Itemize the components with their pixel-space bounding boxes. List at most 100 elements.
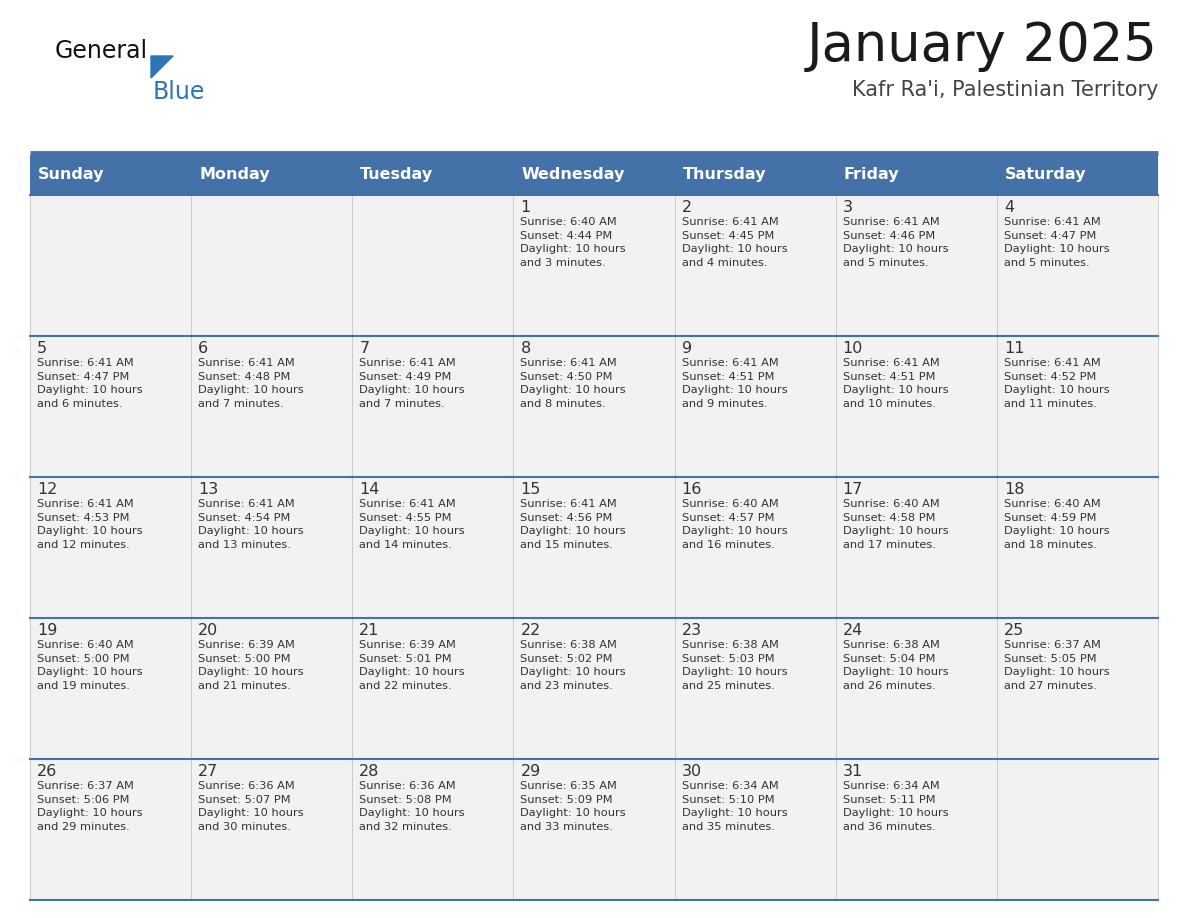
Text: Sunrise: 6:39 AM
Sunset: 5:01 PM
Daylight: 10 hours
and 22 minutes.: Sunrise: 6:39 AM Sunset: 5:01 PM Dayligh… (359, 640, 465, 691)
Text: Sunrise: 6:39 AM
Sunset: 5:00 PM
Daylight: 10 hours
and 21 minutes.: Sunrise: 6:39 AM Sunset: 5:00 PM Dayligh… (198, 640, 304, 691)
Text: Wednesday: Wednesday (522, 167, 625, 183)
Text: Sunrise: 6:40 AM
Sunset: 4:58 PM
Daylight: 10 hours
and 17 minutes.: Sunrise: 6:40 AM Sunset: 4:58 PM Dayligh… (842, 499, 948, 550)
Text: 15: 15 (520, 482, 541, 497)
Bar (191, 477, 353, 618)
Bar (353, 155, 513, 195)
Bar (997, 155, 1158, 195)
Bar (835, 195, 997, 336)
Text: 1: 1 (520, 200, 531, 215)
Text: 16: 16 (682, 482, 702, 497)
Text: Sunrise: 6:41 AM
Sunset: 4:49 PM
Daylight: 10 hours
and 7 minutes.: Sunrise: 6:41 AM Sunset: 4:49 PM Dayligh… (359, 358, 465, 409)
Text: 31: 31 (842, 764, 862, 779)
Text: Sunrise: 6:36 AM
Sunset: 5:07 PM
Daylight: 10 hours
and 30 minutes.: Sunrise: 6:36 AM Sunset: 5:07 PM Dayligh… (198, 781, 304, 832)
Text: 13: 13 (198, 482, 219, 497)
Bar (513, 618, 675, 759)
Text: 2: 2 (682, 200, 691, 215)
Text: Sunrise: 6:37 AM
Sunset: 5:06 PM
Daylight: 10 hours
and 29 minutes.: Sunrise: 6:37 AM Sunset: 5:06 PM Dayligh… (37, 781, 143, 832)
Text: Sunrise: 6:37 AM
Sunset: 5:05 PM
Daylight: 10 hours
and 27 minutes.: Sunrise: 6:37 AM Sunset: 5:05 PM Dayligh… (1004, 640, 1110, 691)
Text: Sunrise: 6:41 AM
Sunset: 4:53 PM
Daylight: 10 hours
and 12 minutes.: Sunrise: 6:41 AM Sunset: 4:53 PM Dayligh… (37, 499, 143, 550)
Bar (513, 477, 675, 618)
Text: 22: 22 (520, 623, 541, 638)
Text: Monday: Monday (200, 167, 270, 183)
Text: Sunrise: 6:41 AM
Sunset: 4:45 PM
Daylight: 10 hours
and 4 minutes.: Sunrise: 6:41 AM Sunset: 4:45 PM Dayligh… (682, 217, 788, 268)
Text: Blue: Blue (153, 80, 206, 104)
Bar (835, 336, 997, 477)
Bar (353, 195, 513, 336)
Text: 12: 12 (37, 482, 57, 497)
Text: 29: 29 (520, 764, 541, 779)
Bar (675, 618, 835, 759)
Text: Sunrise: 6:41 AM
Sunset: 4:48 PM
Daylight: 10 hours
and 7 minutes.: Sunrise: 6:41 AM Sunset: 4:48 PM Dayligh… (198, 358, 304, 409)
Polygon shape (151, 56, 173, 78)
Text: Tuesday: Tuesday (360, 167, 434, 183)
Text: Sunrise: 6:41 AM
Sunset: 4:47 PM
Daylight: 10 hours
and 5 minutes.: Sunrise: 6:41 AM Sunset: 4:47 PM Dayligh… (1004, 217, 1110, 268)
Text: 20: 20 (198, 623, 219, 638)
Text: Sunrise: 6:38 AM
Sunset: 5:03 PM
Daylight: 10 hours
and 25 minutes.: Sunrise: 6:38 AM Sunset: 5:03 PM Dayligh… (682, 640, 788, 691)
Bar (353, 477, 513, 618)
Text: 26: 26 (37, 764, 57, 779)
Text: Sunrise: 6:41 AM
Sunset: 4:51 PM
Daylight: 10 hours
and 9 minutes.: Sunrise: 6:41 AM Sunset: 4:51 PM Dayligh… (682, 358, 788, 409)
Bar (30, 336, 191, 477)
Bar (513, 759, 675, 900)
Bar (191, 155, 353, 195)
Text: Sunrise: 6:38 AM
Sunset: 5:02 PM
Daylight: 10 hours
and 23 minutes.: Sunrise: 6:38 AM Sunset: 5:02 PM Dayligh… (520, 640, 626, 691)
Bar (30, 618, 191, 759)
Bar (675, 155, 835, 195)
Bar (997, 477, 1158, 618)
Bar (675, 759, 835, 900)
Text: Saturday: Saturday (1005, 167, 1086, 183)
Text: Thursday: Thursday (683, 167, 766, 183)
Text: Sunrise: 6:34 AM
Sunset: 5:11 PM
Daylight: 10 hours
and 36 minutes.: Sunrise: 6:34 AM Sunset: 5:11 PM Dayligh… (842, 781, 948, 832)
Bar (675, 195, 835, 336)
Text: Sunrise: 6:41 AM
Sunset: 4:50 PM
Daylight: 10 hours
and 8 minutes.: Sunrise: 6:41 AM Sunset: 4:50 PM Dayligh… (520, 358, 626, 409)
Text: 11: 11 (1004, 341, 1024, 356)
Text: 25: 25 (1004, 623, 1024, 638)
Text: 4: 4 (1004, 200, 1015, 215)
Bar (675, 336, 835, 477)
Bar (513, 195, 675, 336)
Bar (675, 477, 835, 618)
Bar (513, 155, 675, 195)
Text: Friday: Friday (843, 167, 899, 183)
Bar (191, 618, 353, 759)
Bar (835, 477, 997, 618)
Text: 9: 9 (682, 341, 691, 356)
Text: Sunrise: 6:38 AM
Sunset: 5:04 PM
Daylight: 10 hours
and 26 minutes.: Sunrise: 6:38 AM Sunset: 5:04 PM Dayligh… (842, 640, 948, 691)
Bar (513, 336, 675, 477)
Text: Sunrise: 6:41 AM
Sunset: 4:46 PM
Daylight: 10 hours
and 5 minutes.: Sunrise: 6:41 AM Sunset: 4:46 PM Dayligh… (842, 217, 948, 268)
Text: Sunrise: 6:41 AM
Sunset: 4:56 PM
Daylight: 10 hours
and 15 minutes.: Sunrise: 6:41 AM Sunset: 4:56 PM Dayligh… (520, 499, 626, 550)
Text: Sunrise: 6:35 AM
Sunset: 5:09 PM
Daylight: 10 hours
and 33 minutes.: Sunrise: 6:35 AM Sunset: 5:09 PM Dayligh… (520, 781, 626, 832)
Bar (997, 759, 1158, 900)
Text: Sunrise: 6:40 AM
Sunset: 4:59 PM
Daylight: 10 hours
and 18 minutes.: Sunrise: 6:40 AM Sunset: 4:59 PM Dayligh… (1004, 499, 1110, 550)
Text: 27: 27 (198, 764, 219, 779)
Bar (835, 155, 997, 195)
Text: Sunrise: 6:41 AM
Sunset: 4:54 PM
Daylight: 10 hours
and 13 minutes.: Sunrise: 6:41 AM Sunset: 4:54 PM Dayligh… (198, 499, 304, 550)
Bar (353, 336, 513, 477)
Text: 7: 7 (359, 341, 369, 356)
Text: 5: 5 (37, 341, 48, 356)
Bar (997, 618, 1158, 759)
Text: 30: 30 (682, 764, 702, 779)
Text: Sunrise: 6:41 AM
Sunset: 4:55 PM
Daylight: 10 hours
and 14 minutes.: Sunrise: 6:41 AM Sunset: 4:55 PM Dayligh… (359, 499, 465, 550)
Text: January 2025: January 2025 (807, 20, 1158, 72)
Text: Kafr Ra'i, Palestinian Territory: Kafr Ra'i, Palestinian Territory (852, 80, 1158, 100)
Text: 10: 10 (842, 341, 864, 356)
Text: 18: 18 (1004, 482, 1024, 497)
Bar (353, 759, 513, 900)
Text: Sunrise: 6:40 AM
Sunset: 4:44 PM
Daylight: 10 hours
and 3 minutes.: Sunrise: 6:40 AM Sunset: 4:44 PM Dayligh… (520, 217, 626, 268)
Text: Sunrise: 6:36 AM
Sunset: 5:08 PM
Daylight: 10 hours
and 32 minutes.: Sunrise: 6:36 AM Sunset: 5:08 PM Dayligh… (359, 781, 465, 832)
Bar (191, 759, 353, 900)
Text: General: General (55, 39, 148, 63)
Bar (835, 759, 997, 900)
Bar (191, 336, 353, 477)
Bar (835, 618, 997, 759)
Text: 24: 24 (842, 623, 862, 638)
Bar (997, 195, 1158, 336)
Text: 3: 3 (842, 200, 853, 215)
Bar (997, 336, 1158, 477)
Text: 14: 14 (359, 482, 380, 497)
Text: Sunrise: 6:40 AM
Sunset: 5:00 PM
Daylight: 10 hours
and 19 minutes.: Sunrise: 6:40 AM Sunset: 5:00 PM Dayligh… (37, 640, 143, 691)
Text: Sunrise: 6:41 AM
Sunset: 4:47 PM
Daylight: 10 hours
and 6 minutes.: Sunrise: 6:41 AM Sunset: 4:47 PM Dayligh… (37, 358, 143, 409)
Bar (30, 195, 191, 336)
Text: 28: 28 (359, 764, 380, 779)
